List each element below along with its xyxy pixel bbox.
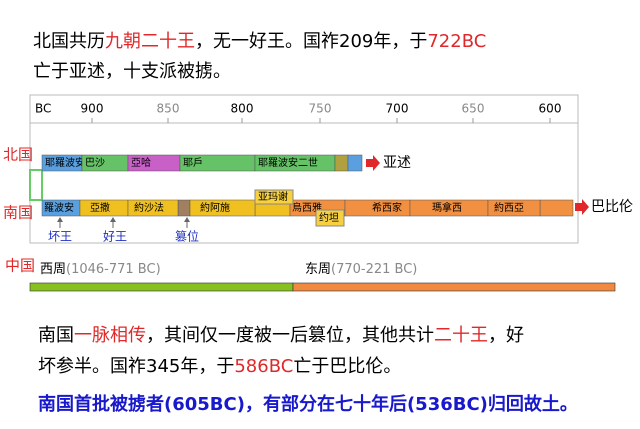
period-range: (770-221 BC) — [331, 262, 417, 277]
axis-label: BC — [35, 102, 51, 116]
text-run: 坏参半。国祚345年，于 — [38, 356, 234, 377]
text-run: 二十王 — [434, 325, 488, 346]
reign-bar — [189, 199, 256, 217]
text-run: 722BC — [427, 31, 486, 52]
text-run: 586BC — [234, 356, 293, 377]
king-label: 瑪拿西 — [432, 201, 462, 214]
axis-label: 850 — [157, 102, 180, 116]
period-range: (1046-771 BC) — [66, 262, 161, 277]
king-label: 耶羅波安 — [45, 156, 85, 169]
king-label: 約阿施 — [200, 201, 230, 214]
text-line: 亡于亚述，十支派被掳。 — [33, 61, 231, 82]
axis-label: 900 — [81, 102, 104, 116]
king-label: 約沙法 — [134, 201, 164, 214]
king-label: 羅波安 — [44, 201, 74, 214]
axis-band — [29, 94, 579, 124]
arrow — [575, 199, 589, 215]
reign-bar — [487, 199, 541, 217]
axis-label: 800 — [231, 102, 254, 116]
king-label: 烏西雅 — [292, 201, 322, 214]
text-run: 北国共历 — [33, 31, 105, 52]
row-label: 北国 — [3, 146, 33, 164]
text-run: ，无一好王。国祚209年，于 — [195, 31, 427, 52]
text-run: 九朝二十王 — [105, 31, 195, 52]
row-label: 中国 — [5, 257, 35, 275]
split-link — [29, 169, 43, 201]
text-run: 亡于巴比伦。 — [293, 356, 401, 377]
label-box — [254, 189, 294, 205]
reign-bar — [177, 199, 191, 217]
axis-label: 600 — [539, 102, 562, 116]
end-label: 巴比伦 — [591, 199, 633, 215]
king-label: 亚玛谢 — [258, 190, 288, 203]
note-arrowhead — [57, 217, 63, 222]
text-run: 一脉相传 — [74, 325, 146, 346]
axis-label: 700 — [386, 102, 409, 116]
end-label: 亚述 — [383, 155, 411, 171]
king-label: 约坦 — [319, 211, 339, 224]
king-label: 巴沙 — [85, 157, 105, 169]
period-bar — [292, 282, 616, 292]
period-name: 东周 — [305, 262, 331, 277]
king-label: 希西家 — [372, 201, 402, 214]
axis-label: 750 — [309, 102, 332, 116]
row-label: 南国 — [3, 204, 33, 222]
text-line: 南国首批被掳者(605BC)，有部分在七十年后(536BC)归回故土。 — [38, 393, 578, 415]
text-line: 南国一脉相传，其间仅一度被一后篡位，其他共计二十王，好 — [38, 324, 524, 346]
king-label: 耶羅波安二世 — [258, 156, 318, 169]
reign-bar — [539, 199, 574, 217]
text-line: 北国共历九朝二十王，无一好王。国祚209年，于722BC — [33, 31, 486, 52]
note: 好王 — [103, 230, 127, 244]
king-label: 亞哈 — [131, 156, 151, 169]
note: 篡位 — [175, 229, 199, 244]
reign-bar — [334, 154, 349, 172]
axis-label: 650 — [462, 102, 485, 116]
period-bar — [29, 282, 294, 292]
period-label: 东周(770-221 BC) — [305, 262, 417, 277]
text-run: 南国 — [38, 325, 74, 346]
arrow — [366, 155, 380, 171]
note-arrowhead — [110, 217, 116, 222]
reign-bar — [347, 154, 363, 172]
note-arrowhead — [184, 217, 190, 222]
note: 坏王 — [48, 230, 72, 244]
king-label: 耶戶 — [183, 157, 203, 169]
text-line: 坏参半。国祚345年，于586BC亡于巴比伦。 — [38, 356, 401, 377]
king-label: 亞撒 — [90, 201, 110, 214]
king-label: 約西亞 — [494, 201, 524, 214]
period-label: 西周(1046-771 BC) — [40, 262, 161, 277]
reign-bar — [127, 199, 179, 217]
label-box — [315, 209, 345, 227]
text-run: ，好 — [488, 325, 524, 346]
period-name: 西周 — [40, 262, 66, 277]
text-run: ，其间仅一度被一后篡位，其他共计 — [146, 324, 434, 346]
